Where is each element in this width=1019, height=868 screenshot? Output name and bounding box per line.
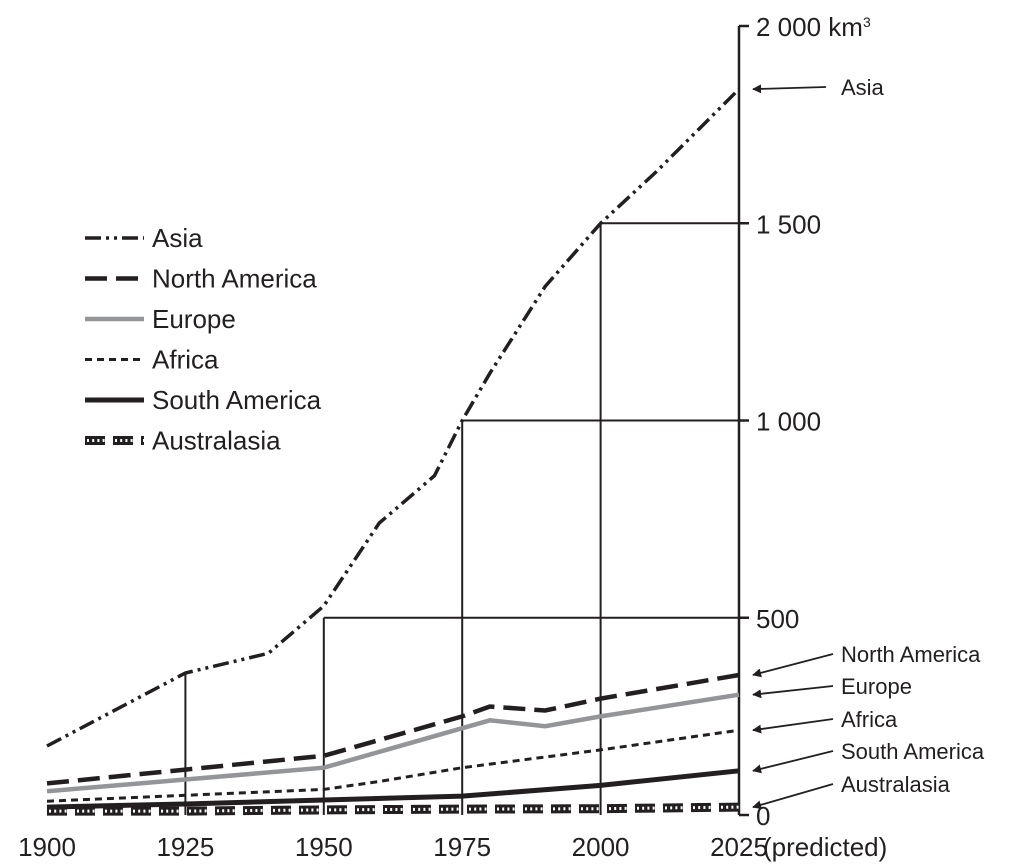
legend-item: Australasia (85, 426, 281, 456)
annotation-africa: Africa (752, 707, 898, 734)
annotation-asia: Asia (752, 75, 885, 100)
legend: Asia North America Europe Africa South Ameri… (85, 223, 322, 456)
x-tick-label: 2025 (710, 832, 768, 862)
x-tick-label: 1900 (18, 832, 76, 862)
annotation-arrow (752, 783, 834, 810)
legend-item: North America (85, 264, 317, 294)
series-line-europe (46, 692, 740, 794)
legend-label: Australasia (152, 426, 281, 456)
annotation-north-america: North America (752, 642, 981, 678)
annotation-arrow (752, 653, 834, 678)
y-tick-label: 2 000 km3 (756, 12, 871, 42)
annotation-arrow (752, 685, 834, 699)
legend-item: South America (85, 385, 322, 415)
annotation-arrow (752, 750, 834, 774)
x-tick-label: 2000 (572, 832, 630, 862)
annotation-south-america: South America (752, 739, 985, 774)
legend-label: North America (152, 264, 317, 294)
annotation-label: Europe (841, 674, 912, 699)
legend-label: Asia (152, 223, 203, 253)
legend-item: Asia (85, 223, 203, 253)
legend-label: Africa (152, 345, 219, 375)
annotation-australasia: Australasia (752, 772, 951, 810)
x-tick-label: 1950 (295, 832, 353, 862)
annotation-label: Australasia (841, 772, 951, 797)
series-line-africa (46, 728, 740, 803)
annotation-label: Africa (841, 707, 898, 732)
series-line-australasia (47, 802, 740, 816)
y-unit-label: km (821, 12, 863, 42)
series-line-asia (46, 87, 741, 748)
annotation-arrow (752, 84, 827, 94)
y-unit-superscript: 3 (863, 14, 871, 30)
x-tick-label: 1925 (156, 832, 214, 862)
series-line-south-america (46, 768, 740, 810)
annotation-label: South America (841, 739, 985, 764)
annotation-arrow (752, 718, 834, 734)
series-line-north-america (46, 672, 740, 786)
annotation-label: North America (841, 642, 981, 667)
legend-item: Europe (85, 304, 236, 334)
y-tick-label: 1 000 (756, 407, 821, 437)
series-lines (46, 87, 741, 816)
annotation-label: Asia (841, 75, 885, 100)
x-tick-label: 1975 (433, 832, 491, 862)
annotation-europe: Europe (752, 674, 912, 699)
y-tick-label: 1 500 (756, 209, 821, 239)
legend-label: Europe (152, 304, 236, 334)
x-axis-suffix: (predicted) (763, 832, 887, 862)
y-tick-label: 500 (756, 604, 799, 634)
legend-item: Africa (85, 345, 219, 375)
legend-label: South America (152, 385, 322, 415)
series-annotations: Asia North America Europe Africa South Ameri… (752, 75, 985, 810)
